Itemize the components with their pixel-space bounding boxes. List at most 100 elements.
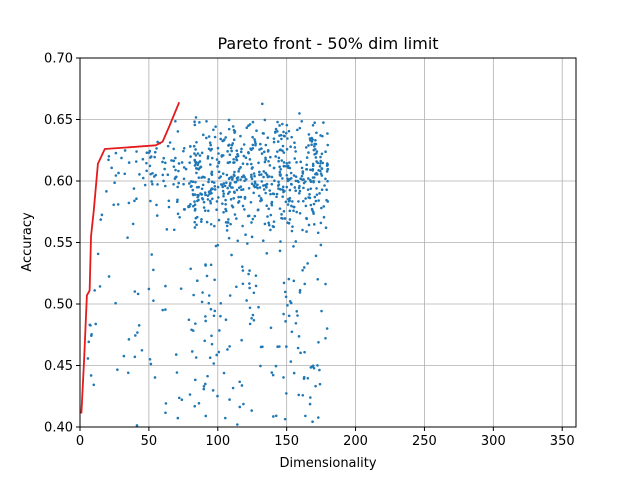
- scatter-point: [226, 186, 229, 190]
- scatter-point: [256, 183, 259, 187]
- scatter-point: [320, 174, 324, 177]
- scatter-point: [282, 161, 286, 164]
- scatter-point: [207, 178, 211, 181]
- scatter-point: [270, 200, 274, 204]
- scatter-point: [123, 172, 127, 176]
- scatter-point: [286, 166, 290, 169]
- scatter-point: [267, 221, 270, 225]
- scatter-point: [213, 188, 217, 191]
- scatter-point: [226, 150, 229, 153]
- scatter-point: [241, 265, 244, 268]
- scatter-point: [177, 169, 180, 173]
- scatter-point: [209, 222, 213, 226]
- scatter-point: [286, 137, 289, 140]
- scatter-point: [123, 149, 127, 152]
- scatter-point: [278, 207, 282, 210]
- scatter-point: [227, 127, 231, 131]
- scatter-point: [285, 173, 289, 177]
- scatter-point: [307, 133, 311, 136]
- scatter-point: [200, 217, 203, 221]
- scatter-point: [179, 287, 183, 290]
- scatter-point: [298, 112, 301, 115]
- scatter-point: [322, 215, 326, 219]
- scatter-point: [297, 335, 301, 338]
- scatter-point: [225, 181, 228, 185]
- scatter-point: [172, 182, 175, 186]
- scatter-point: [231, 176, 234, 180]
- scatter-point: [267, 159, 270, 163]
- scatter-point: [205, 136, 208, 140]
- scatter-point: [287, 129, 291, 133]
- scatter-point: [252, 172, 256, 175]
- scatter-point: [277, 183, 281, 186]
- scatter-point: [90, 332, 93, 336]
- scatter-point: [245, 126, 249, 129]
- scatter-point: [282, 209, 286, 213]
- scatter-point: [209, 189, 212, 193]
- scatter-point: [257, 194, 261, 198]
- scatter-point: [303, 350, 306, 354]
- scatter-point: [193, 152, 196, 155]
- scatter-point: [269, 192, 272, 196]
- scatter-point: [224, 136, 228, 139]
- scatter-point: [204, 414, 208, 418]
- scatter-point: [252, 318, 256, 322]
- scatter-point: [180, 161, 184, 164]
- scatter-point: [288, 188, 292, 192]
- scatter-point: [193, 404, 197, 408]
- scatter-point: [89, 324, 92, 327]
- scatter-point: [116, 203, 120, 206]
- scatter-point: [213, 224, 216, 228]
- scatter-point: [290, 229, 294, 233]
- scatter-point: [236, 423, 239, 426]
- scatter-point: [219, 175, 223, 178]
- scatter-point: [272, 166, 276, 170]
- scatter-point: [241, 282, 245, 286]
- scatter-point: [219, 302, 223, 305]
- scatter-point: [250, 316, 253, 320]
- scatter-point: [269, 326, 273, 330]
- scatter-point: [201, 133, 205, 137]
- scatter-point: [305, 230, 308, 233]
- scatter-point: [198, 160, 202, 163]
- scatter-point: [284, 320, 287, 323]
- scatter-point: [244, 233, 247, 237]
- scatter-point: [227, 218, 230, 221]
- scatter-point: [294, 240, 298, 243]
- scatter-point: [204, 319, 207, 323]
- scatter-point: [309, 396, 312, 399]
- scatter-point: [221, 189, 225, 193]
- y-tick-label: 0.40: [44, 421, 73, 436]
- scatter-point: [263, 160, 267, 164]
- scatter-point: [294, 189, 298, 192]
- scatter-point: [283, 217, 287, 220]
- scatter-point: [187, 318, 191, 322]
- scatter-point: [193, 203, 197, 207]
- x-axis-label: Dimensionality: [279, 456, 376, 471]
- scatter-point: [225, 173, 229, 177]
- scatter-point: [284, 200, 288, 204]
- scatter-point: [320, 188, 324, 192]
- scatter-point: [243, 208, 246, 211]
- scatter-point: [212, 314, 216, 318]
- scatter-point: [161, 173, 165, 177]
- scatter-point: [296, 179, 300, 183]
- scatter-point: [167, 199, 171, 203]
- scatter-point: [203, 191, 207, 194]
- scatter-point: [222, 139, 225, 142]
- scatter-point: [296, 314, 299, 317]
- scatter-point: [94, 322, 98, 326]
- scatter-point: [174, 156, 177, 160]
- scatter-point: [127, 201, 131, 205]
- scatter-point: [235, 176, 239, 180]
- scatter-point: [264, 156, 267, 160]
- scatter-point: [319, 159, 323, 163]
- scatter-point: [152, 268, 155, 272]
- scatter-point: [205, 220, 209, 224]
- scatter-point: [226, 348, 229, 351]
- scatter-point: [207, 301, 211, 305]
- scatter-point: [217, 152, 220, 155]
- x-tick-label: 150: [274, 434, 299, 449]
- scatter-point: [309, 203, 313, 207]
- scatter-point: [274, 130, 277, 134]
